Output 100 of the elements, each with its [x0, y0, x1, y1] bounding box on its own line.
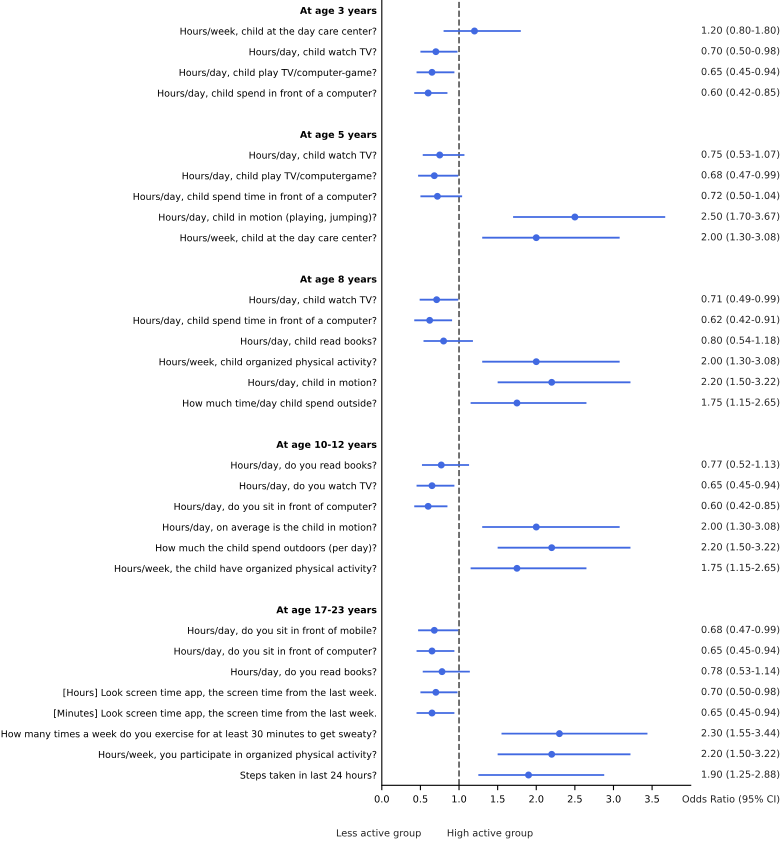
point — [556, 730, 563, 738]
x-tick-label: 0.5 — [413, 795, 428, 803]
y-tick-label: Hours/day, child read books? — [241, 337, 376, 347]
y-tick-label: Hours/week, child organized physical activity? — [160, 358, 376, 368]
point — [532, 524, 540, 530]
y-tick-label: At age 5 years — [300, 131, 376, 140]
point — [513, 400, 520, 406]
y-tick-label: Hours/day, child watch TV? — [250, 48, 376, 58]
data-label: 0.80 (0.54-1.18) — [702, 336, 780, 345]
data-label: 2.20 (1.50-3.22) — [702, 750, 780, 758]
x-tick-label: 1.0 — [452, 795, 466, 803]
point — [571, 214, 578, 220]
data-label: 0.75 (0.53-1.07) — [702, 150, 780, 159]
point — [548, 750, 556, 758]
point — [428, 648, 436, 654]
x-tick-label: 3.5 — [645, 795, 659, 803]
data-label: 1.20 (0.80-1.80) — [702, 26, 780, 35]
point — [548, 544, 556, 552]
y-tick-label: At age 8 years — [300, 276, 376, 285]
y-tick-label: At age 17-23 years — [276, 606, 376, 616]
data-label: 0.72 (0.50-1.04) — [702, 192, 780, 200]
y-tick-label: Hours/day, child spend in front of a computer? — [158, 89, 376, 99]
y-tick-label: Hours/day, do you watch TV? — [240, 482, 376, 492]
y-tick-label: Hours/day, child spend time in front of a computer? — [134, 192, 376, 202]
point — [436, 152, 444, 158]
data-label: 0.70 (0.50-0.98) — [702, 688, 780, 696]
point — [438, 668, 446, 676]
point — [532, 234, 540, 242]
point — [430, 626, 438, 634]
y-tick-label: Hours/day, do you sit in front of mobile? — [188, 626, 376, 636]
data-label: 0.65 (0.45-0.94) — [702, 646, 780, 655]
y-tick-label: Hours/day, child watch TV? — [250, 296, 376, 306]
data-label: 1.75 (1.15-2.65) — [702, 564, 780, 572]
y-tick-label: Hours/day, do you read books? — [231, 461, 376, 471]
y-tick-label: Hours/week, child at the day care center? — [180, 234, 376, 244]
point — [433, 296, 440, 304]
point — [428, 68, 436, 76]
y-tick-label: At age 10-12 years — [276, 440, 376, 450]
data-label: 0.77 (0.52-1.13) — [702, 460, 780, 469]
point — [424, 90, 432, 96]
y-tick-label: Hours/day, do you sit in front of computer? — [174, 502, 376, 512]
data-label: 2.00 (1.30-3.08) — [702, 522, 780, 531]
x-tick-label: 2.0 — [529, 795, 544, 803]
x-tick-label: 3.0 — [606, 795, 621, 803]
data-label: 0.65 (0.45-0.94) — [702, 708, 780, 717]
y-tick-label: Hours/day, child watch TV? — [250, 151, 376, 161]
data-label: 2.20 (1.50-3.22) — [702, 378, 780, 386]
y-tick-label: Hours/day, on average is the child in motion? — [163, 523, 376, 533]
data-label: 2.20 (1.50-3.22) — [702, 542, 780, 552]
y-tick-label: How much the child spend outdoors (per day)? — [156, 544, 376, 554]
point — [513, 564, 520, 572]
data-label: 0.65 (0.45-0.94) — [702, 68, 780, 76]
text: Odds Ratio (95% CI) — [682, 795, 780, 804]
data-label: 0.60 (0.42-0.85) — [702, 88, 780, 97]
data-label: 1.75 (1.15-2.65) — [702, 398, 780, 407]
y-tick-label: Hours/day, child play TV/computer-game? — [180, 68, 376, 78]
y-tick-label: Hours/day, child play TV/computergame? — [182, 172, 376, 182]
data-label: 0.68 (0.47-0.99) — [702, 170, 780, 180]
point — [428, 482, 436, 490]
data-label: 2.30 (1.55-3.44) — [702, 728, 780, 738]
data-label: 0.70 (0.50-0.98) — [702, 46, 780, 56]
y-tick-label: [Minutes] Look screen time app, the screen time from the last week. — [54, 709, 376, 719]
point — [548, 378, 556, 386]
y-tick-label: Hours/week, child at the day care center? — [180, 27, 376, 37]
x-tick-label: 1.5 — [490, 795, 505, 803]
y-tick-label: Steps taken in last 24 hours? — [240, 771, 376, 781]
y-tick-label: How many times a week do you exercise for at least 30 minutes to get sweaty? — [2, 730, 376, 740]
data-label: 0.71 (0.49-0.99) — [702, 294, 780, 304]
point — [432, 688, 440, 696]
data-label: 0.60 (0.42-0.85) — [702, 502, 780, 510]
point — [426, 316, 434, 324]
x-tick-label: 2.5 — [568, 795, 582, 803]
text: Less active group — [336, 829, 421, 838]
point — [532, 358, 540, 366]
y-tick-label: Hours/day, do you sit in front of computer? — [174, 647, 376, 657]
y-tick-label: Hours/day, child in motion (playing, jumping)? — [159, 213, 376, 223]
y-tick-label: Hours/day, child in motion? — [248, 378, 376, 388]
data-label: 2.50 (1.70-3.67) — [702, 212, 780, 221]
y-tick-label: Hours/day, child spend time in front of a computer? — [134, 316, 376, 326]
data-label: 2.00 (1.30-3.08) — [702, 232, 780, 242]
data-label: 0.78 (0.53-1.14) — [702, 666, 780, 676]
data-label: 0.68 (0.47-0.99) — [702, 626, 780, 634]
point — [430, 172, 438, 180]
data-label: 0.62 (0.42-0.91) — [702, 316, 780, 324]
point — [428, 710, 436, 716]
data-label: 1.90 (1.25-2.88) — [702, 770, 780, 779]
y-tick-label: At age 3 years — [300, 6, 376, 16]
point — [434, 192, 441, 200]
point — [438, 462, 445, 468]
y-tick-label: How much time/day child spend outside? — [183, 399, 376, 409]
y-tick-label: [Hours] Look screen time app, the screen time from the last week. — [64, 688, 376, 698]
point — [525, 772, 532, 778]
point — [424, 502, 432, 510]
y-tick-label: Hours/week, you participate in organized physical activity? — [98, 750, 376, 760]
point — [471, 28, 478, 34]
data-label: 0.65 (0.45-0.94) — [702, 480, 780, 490]
point — [440, 338, 448, 344]
y-tick-label: Hours/week, the child have organized physical activity? — [114, 564, 376, 574]
point — [432, 48, 440, 56]
y-tick-label: Hours/day, do you read books? — [231, 668, 376, 678]
